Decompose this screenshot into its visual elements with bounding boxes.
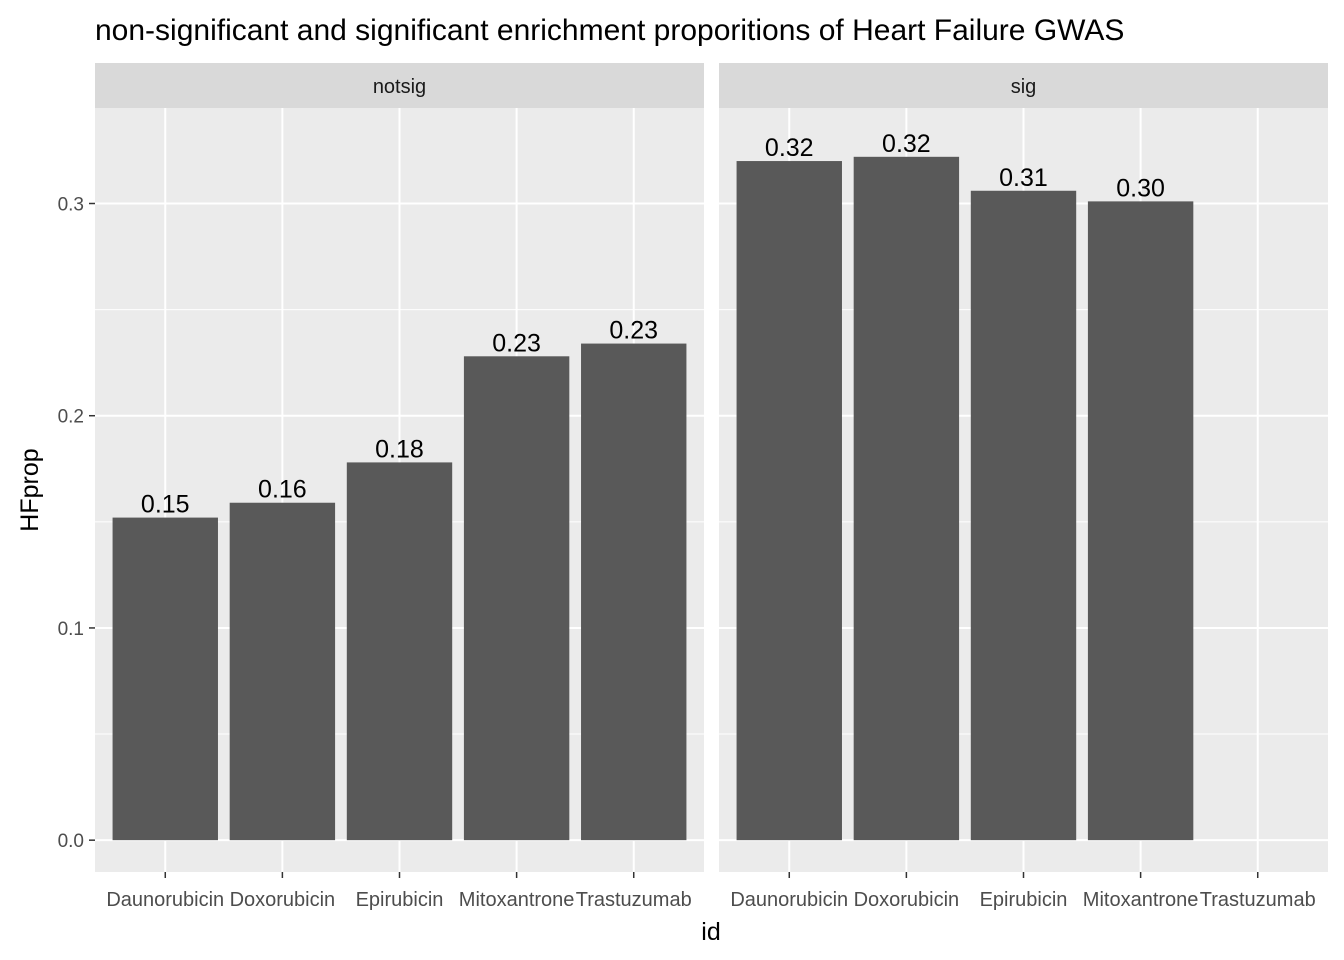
bar-sig-epirubicin <box>970 190 1077 841</box>
y-tick-label: 0.2 <box>58 407 84 428</box>
bar-notsig-epirubicin <box>346 462 453 841</box>
bar-value-label: 0.16 <box>258 476 307 504</box>
x-tick-label: Doxorubicin <box>230 889 336 911</box>
bar-notsig-trastuzumab <box>581 343 687 841</box>
facet-strip <box>719 63 1328 108</box>
bar-value-label: 0.18 <box>375 435 424 463</box>
y-axis: 0.0 0.1 0.2 0.3 <box>58 195 95 852</box>
bar-value-label: 0.23 <box>492 329 541 357</box>
x-tick-label: Trastuzumab <box>576 889 692 911</box>
facet-strip-label: notsig <box>373 76 426 98</box>
bar-sig-mitoxantrone <box>1087 201 1194 841</box>
facet-panel-sig: sig 0.32 0.32 0.31 0.30 Daunorubicin Doxorubic… <box>719 63 1328 911</box>
bar-value-label: 0.30 <box>1116 174 1165 202</box>
facet-strip <box>95 63 704 108</box>
bar-sig-doxorubicin <box>853 156 960 841</box>
x-tick-label: Epirubicin <box>356 889 444 911</box>
x-tick-label: Doxorubicin <box>854 889 960 911</box>
bar-value-label: 0.32 <box>765 134 814 162</box>
bar-notsig-daunorubicin <box>112 517 218 841</box>
bar-notsig-mitoxantrone <box>463 356 570 841</box>
bar-value-label: 0.32 <box>882 130 931 158</box>
facet-panel-notsig: notsig 0.15 0.16 0.18 0.23 0.23 Daunorubicin Do… <box>95 63 704 911</box>
bar-notsig-doxorubicin <box>229 502 336 841</box>
y-tick-label: 0.3 <box>58 195 84 216</box>
facet-panels: notsig 0.15 0.16 0.18 0.23 0.23 Daunorubicin Do… <box>95 63 1328 911</box>
bar-sig-daunorubicin <box>736 161 842 841</box>
x-tick-label: Epirubicin <box>980 889 1068 911</box>
y-axis-title: HFprop <box>16 448 44 531</box>
y-tick-label: 0.1 <box>58 619 84 640</box>
x-tick-label: Mitoxantrone <box>1083 889 1199 911</box>
y-tick-label: 0.0 <box>58 831 84 852</box>
x-tick-label: Daunorubicin <box>730 889 848 911</box>
x-tick-label: Daunorubicin <box>106 889 224 911</box>
facet-strip-label: sig <box>1011 76 1037 98</box>
x-tick-label: Mitoxantrone <box>459 889 575 911</box>
bar-value-label: 0.23 <box>609 317 658 345</box>
x-axis-title: id <box>701 918 720 946</box>
bar-value-label: 0.15 <box>141 491 190 519</box>
x-tick-label: Trastuzumab <box>1200 889 1316 911</box>
bar-value-label: 0.31 <box>999 164 1048 192</box>
chart-title: non-significant and significant enrichme… <box>95 14 1124 47</box>
